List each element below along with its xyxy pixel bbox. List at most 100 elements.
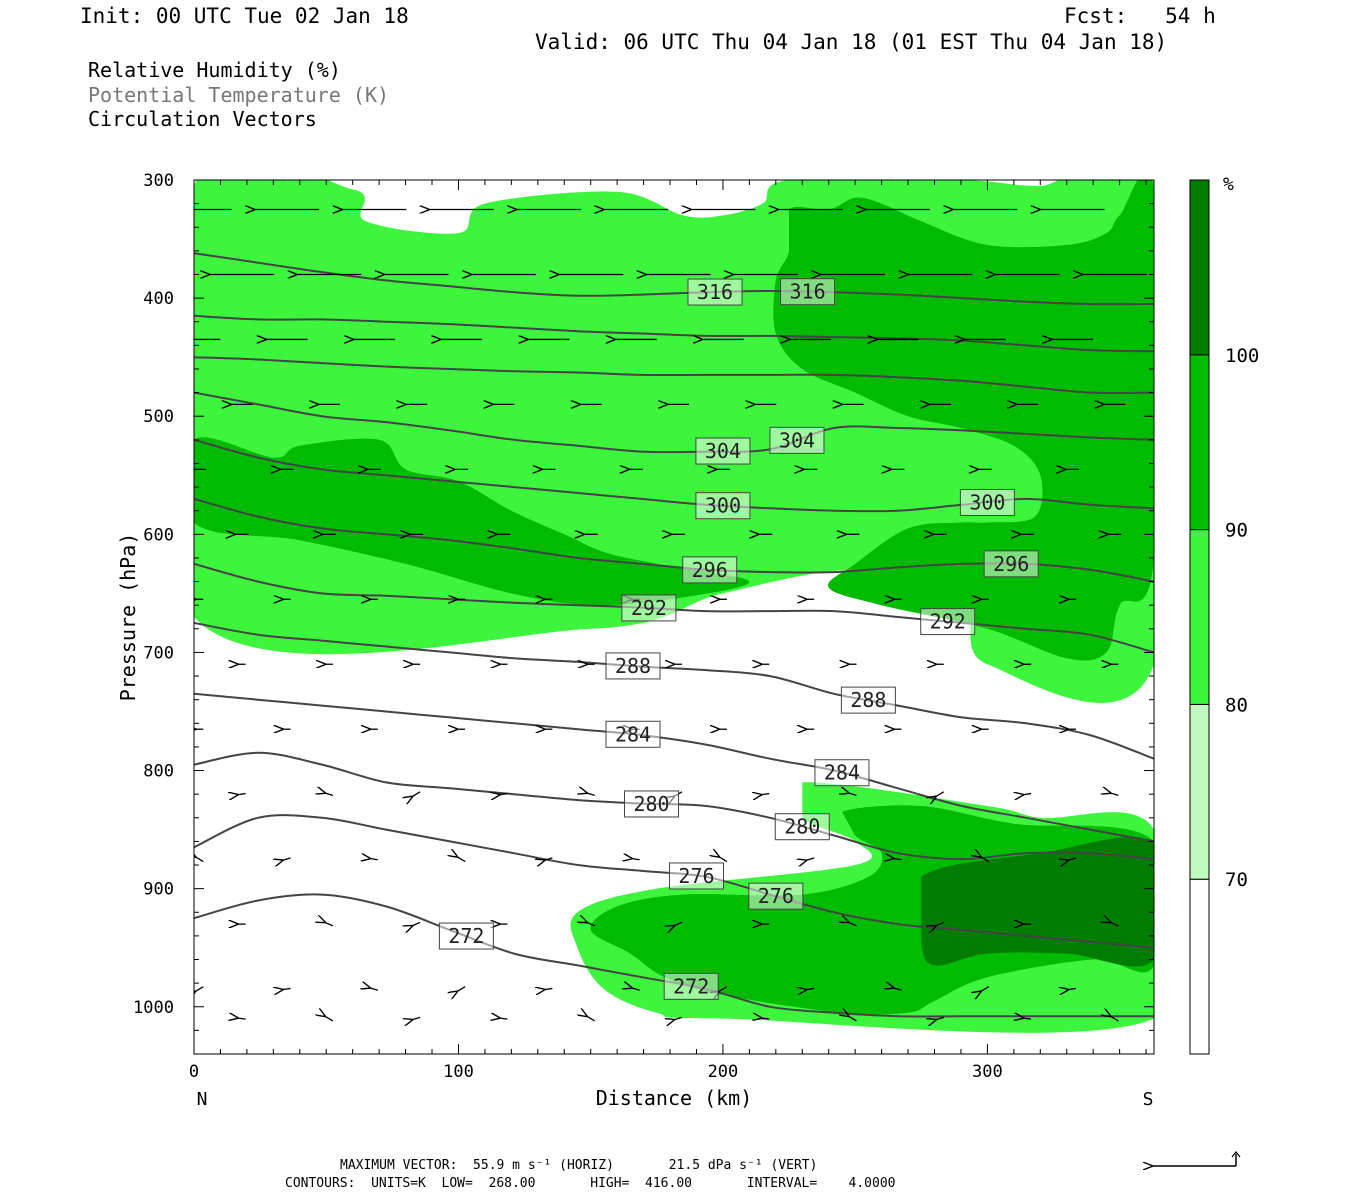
theta-label-292-0: 292 [631,596,667,620]
circulation-vector [499,794,508,795]
circulation-vector [587,922,595,927]
circulation-vector [1023,794,1032,795]
colorbar-segment-2 [1189,529,1210,705]
x-end-label-south: S [1143,1089,1154,1110]
theta-contour-2 [194,356,1154,395]
theta-label-300-0: 300 [705,494,741,518]
max-vector-note: MAXIMUM VECTOR: 55.9 m s⁻¹ (HORIZ) 21.5 … [340,1158,818,1173]
theta-label-272-1: 272 [673,974,709,998]
theta-label-box-316-1 [780,278,836,306]
circulation-vector [674,921,683,926]
colorbar: 70 80 90 100 [1189,179,1259,1055]
forecast-hour: Fcst: 54 h [1064,4,1216,28]
theta-label-292-1: 292 [930,610,966,634]
circulation-vector [499,1018,508,1019]
theta-label-box-284-0 [605,720,661,748]
circulation-vector [761,794,770,795]
colorbar-label-70: 70 [1225,869,1248,891]
circulation-vector [632,988,640,991]
circulation-vector [1068,857,1077,860]
circulation-vector [370,859,378,860]
y-tick-label-1000: 1000 [133,998,174,1018]
theta-label-box-316-0 [687,278,743,306]
theta-label-300-1: 300 [969,490,1005,514]
theta-label-box-288-0 [605,652,661,680]
theta-label-box-276-0 [668,862,724,890]
circulation-vector [674,1016,683,1019]
circulation-vector [1110,793,1119,796]
circulation-vector [238,794,246,795]
theta-contour-304 [194,391,1154,454]
circulation-vector [370,988,379,991]
contour-info: CONTOURS: UNITS=K LOW= 268.00 HIGH= 416.… [285,1176,896,1191]
legend-theta: Potential Temperature (K) [88,83,390,107]
theta-label-box-284-1 [814,759,870,787]
colorbar-segment-1 [1189,703,1210,880]
x-axis-label: Distance (km) [596,1086,753,1110]
circulation-vector [325,793,334,796]
reference-vector [1152,1151,1241,1166]
theta-label-284-1: 284 [824,761,860,785]
colorbar-segment-0 [1189,878,1210,1055]
circulation-vector [412,921,421,926]
theta-label-box-280-0 [624,790,680,818]
circulation-vector [981,986,990,992]
theta-label-304-1: 304 [779,428,815,452]
circulation-vector [412,1016,421,1019]
circulation-vector [806,857,815,860]
circulation-vector [849,1016,857,1022]
init-time: Init: 00 UTC Tue 02 Jan 18 [80,4,409,28]
y-tick-label-700: 700 [143,643,174,663]
theta-label-box-272-0 [438,922,494,950]
colorbar-segment-4 [1189,179,1210,356]
y-tick-label-900: 900 [143,880,174,900]
circulation-vector [412,791,421,797]
theta-label-box-272-1 [663,972,719,1000]
colorbar-segment-3 [1189,354,1210,531]
circulation-vector [587,793,595,796]
colorbar-label-90: 90 [1225,520,1248,542]
circulation-vector [325,1016,334,1022]
circulation-vector [195,986,204,992]
circulation-vector [849,793,857,796]
theta-label-316-1: 316 [789,280,825,304]
y-axis-label: Pressure (hPa) [116,533,140,702]
theta-label-box-280-1 [774,813,830,841]
circulation-vector [936,921,945,926]
theta-label-box-292-0 [621,594,677,622]
circulation-vector [325,922,334,927]
rh-fill-layer [194,180,1154,1033]
theta-label-box-304-1 [769,426,825,454]
circulation-vector [457,857,466,863]
theta-label-288-0: 288 [615,654,651,678]
x-tick-label-100: 100 [443,1062,474,1082]
circulation-vector-layer [194,210,1147,1022]
y-tick-label-400: 400 [143,289,174,309]
circulation-vector [936,1016,944,1019]
theta-label-296-0: 296 [692,558,728,582]
theta-label-box-292-1 [920,608,976,636]
circulation-vector [1023,1018,1032,1019]
axis-layer: 300 400 500 600 700 800 900 1000 0 100 200 300 [133,171,1154,1082]
y-tick-label-500: 500 [143,407,174,427]
contour-label-layer: 316 316 304 304 300 300 296 296 292 292 288 288 284 2… [438,278,1039,1000]
theta-label-box-276-1 [748,882,804,910]
theta-label-276-0: 276 [678,864,714,888]
theta-label-box-300-1 [959,488,1015,516]
y-tick-label-600: 600 [143,525,174,545]
circulation-vector [849,922,857,927]
circulation-vector [719,857,728,863]
theta-contour-288 [194,621,1154,760]
theta-label-304-0: 304 [705,439,741,463]
theta-contour-272 [194,893,1154,1018]
theta-label-box-296-1 [983,550,1039,578]
circulation-vector [893,859,902,860]
x-tick-label-0: 0 [189,1062,199,1082]
circulation-vector [587,1016,596,1022]
theta-label-284-0: 284 [615,722,651,746]
rh-region-90-3 [773,180,1154,661]
circulation-vector [1110,1016,1119,1022]
colorbar-label-100: 100 [1225,345,1259,367]
circulation-vector [893,988,902,991]
